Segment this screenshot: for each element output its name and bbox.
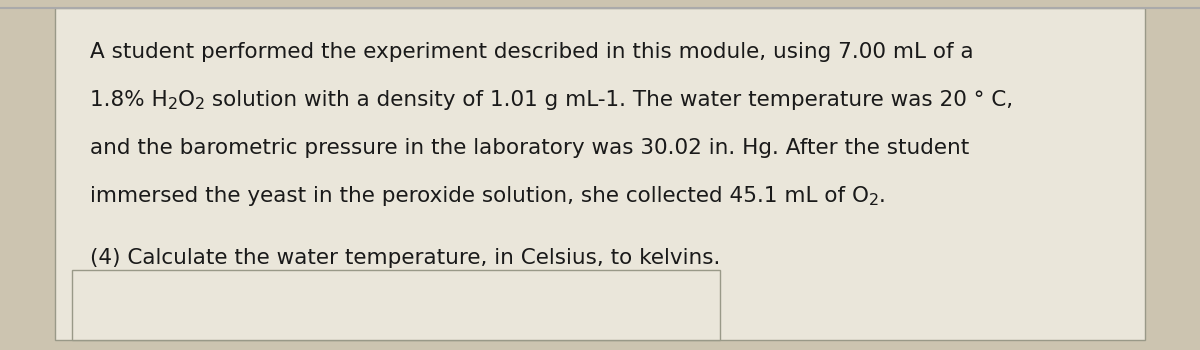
- Text: 2: 2: [194, 97, 205, 112]
- Text: immersed the yeast in the peroxide solution, she collected 45.1 mL of O: immersed the yeast in the peroxide solut…: [90, 186, 869, 206]
- Text: 2: 2: [168, 97, 178, 112]
- Text: .: .: [880, 186, 886, 206]
- Text: O: O: [178, 90, 194, 110]
- Text: 2: 2: [869, 193, 880, 208]
- Text: 1.8% H: 1.8% H: [90, 90, 168, 110]
- Bar: [72, 270, 720, 340]
- Text: A student performed the experiment described in this module, using 7.00 mL of a: A student performed the experiment descr…: [90, 42, 973, 62]
- Text: (4) Calculate the water temperature, in Celsius, to kelvins.: (4) Calculate the water temperature, in …: [90, 248, 720, 268]
- Text: solution with a density of 1.01 g mL-1. The water temperature was 20 ° C,: solution with a density of 1.01 g mL-1. …: [205, 90, 1013, 110]
- Text: and the barometric pressure in the laboratory was 30.02 in. Hg. After the studen: and the barometric pressure in the labor…: [90, 138, 970, 158]
